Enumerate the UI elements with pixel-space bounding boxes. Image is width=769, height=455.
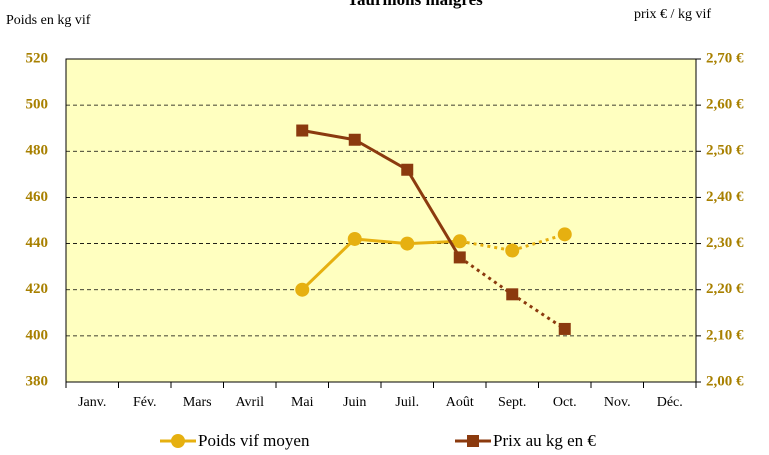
- line-segment: [354, 138, 408, 172]
- x-tick-label: Juil.: [395, 395, 419, 410]
- point: [558, 322, 571, 335]
- legend-label: Prix au kg en €: [493, 431, 596, 450]
- point: [557, 227, 572, 242]
- y-tick-label: 420: [26, 281, 49, 297]
- point: [506, 288, 519, 301]
- y2-axis-label: prix € / kg vif: [634, 7, 711, 22]
- x-tick-label: Avril: [235, 395, 264, 410]
- x-tick-label: Mai: [291, 395, 314, 410]
- y2-tick-label: 2,60 €: [706, 97, 744, 113]
- x-tick-label: Nov.: [604, 395, 631, 410]
- y-tick-label: 400: [26, 327, 49, 343]
- y-tick-label: 520: [26, 50, 49, 66]
- line-segment: [459, 239, 513, 252]
- point: [505, 243, 520, 258]
- point: [171, 434, 185, 448]
- x-tick-label: Sept.: [498, 395, 526, 410]
- y-tick-label: 500: [26, 97, 49, 113]
- y2-tick-label: 2,20 €: [706, 281, 744, 297]
- y2-tick-label: 2,00 €: [706, 373, 744, 389]
- line-segment: [301, 237, 356, 291]
- y-tick-label: 460: [26, 189, 49, 205]
- x-tick-label: Déc.: [657, 395, 683, 410]
- x-tick-label: Mars: [183, 395, 212, 410]
- point: [296, 124, 309, 137]
- x-tick-label: Fév.: [133, 395, 157, 410]
- x-tick-label: Oct.: [553, 395, 577, 410]
- point: [400, 236, 415, 251]
- y-tick-label: 440: [26, 235, 49, 251]
- y2-tick-label: 2,40 €: [706, 189, 744, 205]
- x-tick-label: Janv.: [78, 395, 106, 410]
- legend-label: Poids vif moyen: [198, 431, 310, 450]
- line-segment: [405, 168, 462, 259]
- point: [348, 133, 361, 146]
- y2-tick-label: 2,70 €: [706, 50, 744, 66]
- y2-tick-label: 2,10 €: [706, 327, 744, 343]
- y-tick-label: 480: [26, 143, 49, 159]
- y2-tick-label: 2,50 €: [706, 143, 744, 159]
- point: [467, 435, 479, 447]
- y-axis-label: Poids en kg vif: [6, 13, 91, 28]
- x-tick-label: Août: [446, 395, 474, 410]
- line-segment: [301, 129, 356, 142]
- y2-tick-label: 2,30 €: [706, 235, 744, 251]
- x-tick-label: Juin: [343, 395, 366, 410]
- point: [295, 282, 310, 297]
- y-tick-label: 380: [26, 373, 49, 389]
- line-segment: [354, 237, 408, 246]
- point: [347, 231, 362, 246]
- chart-title: Taurillons maigres: [347, 0, 483, 9]
- point: [452, 234, 467, 249]
- plot-area: [65, 58, 697, 383]
- point: [401, 163, 414, 176]
- point: [453, 251, 466, 264]
- line-segment: [511, 232, 566, 252]
